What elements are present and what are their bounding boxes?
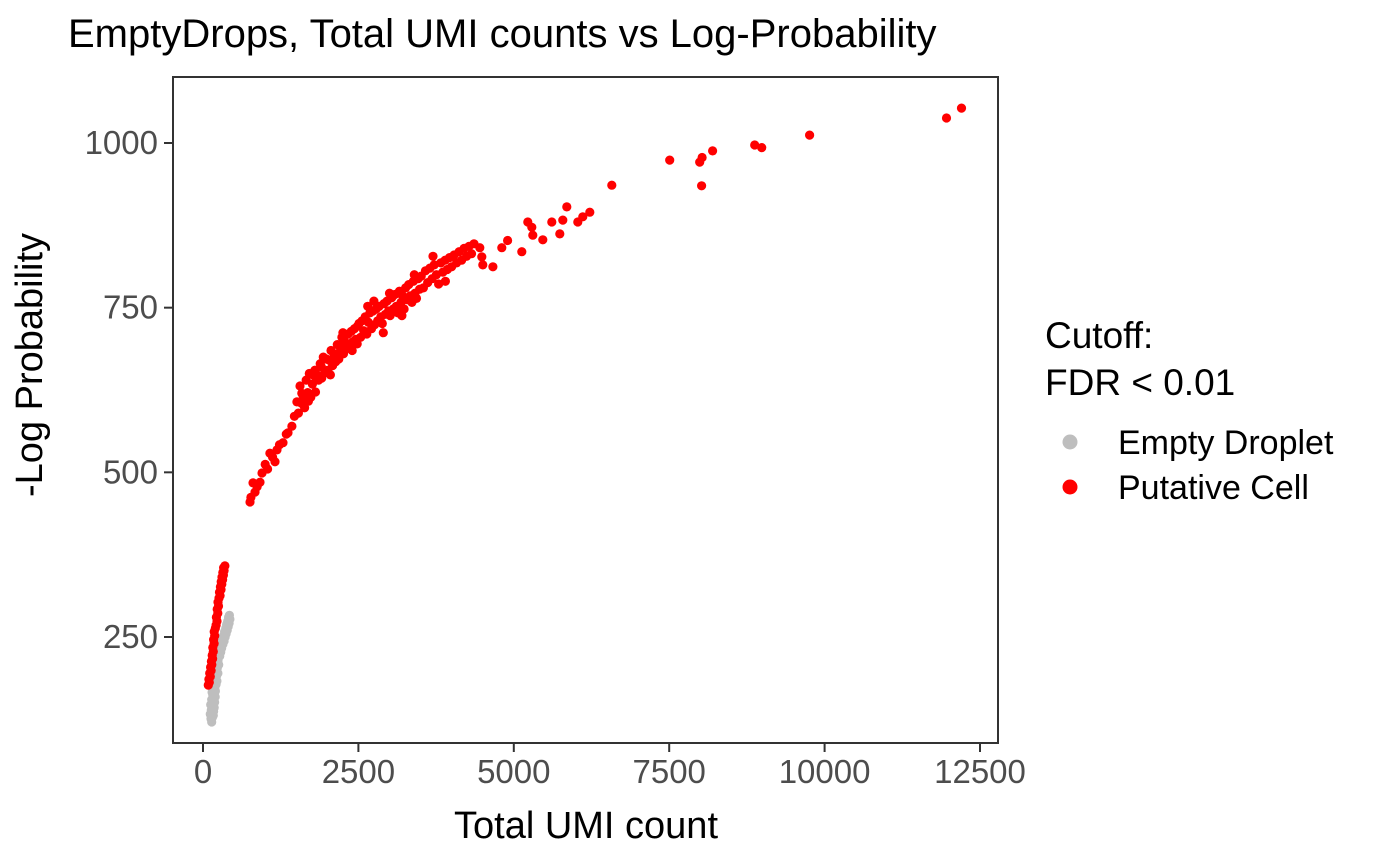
data-point-putative-cell bbox=[411, 293, 422, 303]
legend-label-putative-cell: Putative Cell bbox=[1118, 469, 1309, 507]
data-point-putative-cell bbox=[555, 229, 565, 239]
data-point-putative-cell bbox=[409, 270, 419, 280]
data-point-putative-cell bbox=[503, 235, 513, 246]
data-point-putative-cell bbox=[538, 235, 548, 245]
data-point-putative-cell bbox=[295, 381, 305, 391]
data-point-putative-cell bbox=[665, 155, 675, 165]
data-point-putative-cell bbox=[428, 251, 438, 261]
y-tick-label: 750 bbox=[103, 289, 158, 326]
data-point-putative-cell bbox=[497, 243, 507, 253]
data-point-putative-cell bbox=[263, 464, 273, 474]
data-point-putative-cell bbox=[332, 349, 342, 359]
data-point-putative-cell bbox=[697, 152, 707, 163]
data-point-putative-cell bbox=[270, 457, 280, 467]
data-point-putative-cell bbox=[293, 408, 303, 418]
data-point-putative-cell bbox=[220, 561, 230, 571]
data-point-empty-droplet bbox=[224, 610, 234, 620]
y-tick-label: 1000 bbox=[85, 124, 158, 161]
y-tick-label: 500 bbox=[103, 453, 158, 490]
data-point-putative-cell bbox=[255, 477, 265, 487]
data-point-putative-cell bbox=[941, 113, 952, 123]
x-axis-title: Total UMI count bbox=[454, 805, 718, 847]
x-tick-label: 5000 bbox=[477, 753, 550, 790]
data-point-putative-cell bbox=[558, 215, 568, 225]
scatter-points bbox=[203, 103, 967, 727]
data-point-putative-cell bbox=[488, 262, 498, 272]
x-tick-label: 12500 bbox=[934, 753, 1026, 790]
data-point-putative-cell bbox=[528, 230, 538, 240]
x-tick-label: 10000 bbox=[779, 753, 871, 790]
data-point-putative-cell bbox=[477, 252, 487, 262]
legend: Cutoff: FDR < 0.01 Empty Droplet Putativ… bbox=[1045, 315, 1334, 507]
data-point-putative-cell bbox=[585, 207, 595, 217]
data-point-putative-cell bbox=[369, 296, 379, 306]
data-point-putative-cell bbox=[377, 318, 387, 329]
plot-panel-border bbox=[172, 76, 999, 744]
data-point-putative-cell bbox=[527, 222, 537, 232]
legend-key-empty-droplet-icon bbox=[1062, 434, 1078, 450]
legend-label-empty-droplet: Empty Droplet bbox=[1118, 424, 1334, 462]
data-point-putative-cell bbox=[338, 328, 348, 338]
data-point-putative-cell bbox=[562, 202, 572, 212]
data-point-putative-cell bbox=[697, 181, 707, 191]
legend-entry-putative-cell: Putative Cell bbox=[1062, 469, 1309, 507]
page-title: EmptyDrops, Total UMI counts vs Log-Prob… bbox=[68, 12, 937, 56]
data-point-putative-cell bbox=[547, 217, 557, 227]
y-tick-label: 250 bbox=[103, 618, 158, 655]
legend-title-line2: FDR < 0.01 bbox=[1045, 362, 1235, 403]
data-point-putative-cell bbox=[363, 301, 373, 311]
legend-key-putative-cell-icon bbox=[1062, 479, 1078, 495]
data-point-putative-cell bbox=[466, 249, 477, 259]
data-point-putative-cell bbox=[325, 370, 335, 380]
data-point-putative-cell bbox=[316, 362, 326, 372]
data-point-putative-cell bbox=[750, 140, 760, 150]
x-tick-label: 2500 bbox=[322, 753, 395, 790]
x-tick-label: 7500 bbox=[632, 753, 705, 790]
data-point-putative-cell bbox=[347, 345, 357, 356]
data-point-putative-cell bbox=[805, 130, 815, 140]
data-point-putative-cell bbox=[956, 103, 967, 113]
data-point-putative-cell bbox=[607, 180, 617, 190]
data-point-putative-cell bbox=[517, 247, 527, 257]
data-point-putative-cell bbox=[757, 143, 767, 153]
data-point-putative-cell bbox=[578, 212, 588, 222]
data-point-putative-cell bbox=[708, 146, 718, 156]
y-axis-ticks: 250 500 750 1000 bbox=[85, 124, 173, 655]
data-point-putative-cell bbox=[378, 328, 388, 338]
data-point-putative-cell bbox=[478, 260, 488, 270]
data-point-putative-cell bbox=[287, 421, 297, 431]
legend-title-line1: Cutoff: bbox=[1045, 315, 1153, 356]
x-tick-label: 0 bbox=[194, 753, 212, 790]
x-axis-ticks: 0 2500 5000 7500 10000 12500 bbox=[194, 743, 1026, 790]
data-point-putative-cell bbox=[475, 243, 485, 253]
data-point-putative-cell bbox=[384, 288, 395, 298]
data-point-putative-cell bbox=[310, 387, 321, 397]
data-point-putative-cell bbox=[278, 438, 288, 448]
legend-entry-empty-droplet: Empty Droplet bbox=[1062, 424, 1334, 462]
data-point-putative-cell bbox=[297, 388, 307, 398]
data-point-putative-cell bbox=[303, 396, 313, 406]
data-point-putative-cell bbox=[440, 276, 450, 286]
data-point-putative-cell bbox=[397, 311, 407, 321]
y-axis-title: -Log Probability bbox=[9, 233, 51, 497]
